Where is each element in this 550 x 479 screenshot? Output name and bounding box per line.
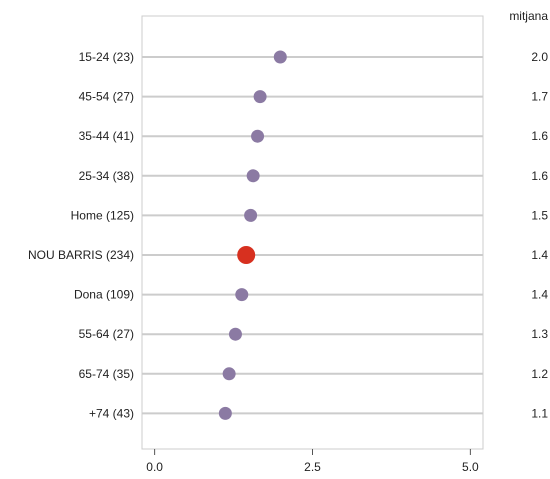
category-labels: 15-24 (23) 45-54 (27) 35-44 (41) 25-34 (38)… bbox=[28, 50, 134, 420]
data-points bbox=[219, 51, 287, 420]
x-axis-ticks: 0.0 2.5 5.0 bbox=[146, 449, 479, 474]
value-label: 1.1 bbox=[531, 406, 548, 420]
data-point bbox=[274, 51, 287, 64]
category-label: 25-34 (38) bbox=[79, 169, 134, 183]
category-label: Home (125) bbox=[71, 208, 134, 222]
value-column-header: mitjana bbox=[509, 9, 548, 23]
data-point bbox=[229, 328, 242, 341]
data-point bbox=[235, 288, 248, 301]
category-label: 45-54 (27) bbox=[79, 90, 134, 104]
value-label: 1.2 bbox=[531, 367, 548, 381]
category-label: 35-44 (41) bbox=[79, 129, 134, 143]
x-tick-label: 0.0 bbox=[146, 460, 163, 474]
value-label: 1.7 bbox=[531, 90, 548, 104]
category-label: +74 (43) bbox=[89, 406, 134, 420]
highlight-point bbox=[237, 246, 255, 264]
plot-frame bbox=[142, 16, 483, 449]
data-point bbox=[219, 407, 232, 420]
value-label: 1.4 bbox=[531, 288, 548, 302]
category-label: 15-24 (23) bbox=[79, 50, 134, 64]
value-label: 1.3 bbox=[531, 327, 548, 341]
category-label: NOU BARRIS (234) bbox=[28, 248, 134, 262]
x-tick-label: 2.5 bbox=[304, 460, 321, 474]
category-label: 55-64 (27) bbox=[79, 327, 134, 341]
value-label: 1.4 bbox=[531, 248, 548, 262]
data-point bbox=[247, 169, 260, 182]
grid-lines bbox=[142, 57, 483, 413]
value-label: 2.0 bbox=[531, 50, 548, 64]
data-point bbox=[244, 209, 257, 222]
data-point bbox=[223, 367, 236, 380]
value-label: 1.6 bbox=[531, 129, 548, 143]
value-label: 1.5 bbox=[531, 208, 548, 222]
x-tick-label: 5.0 bbox=[462, 460, 479, 474]
value-labels: 2.0 1.7 1.6 1.6 1.5 1.4 1.4 1.3 1.2 1.1 bbox=[531, 50, 548, 420]
data-point bbox=[251, 130, 264, 143]
category-label: 65-74 (35) bbox=[79, 367, 134, 381]
data-point bbox=[254, 90, 267, 103]
category-label: Dona (109) bbox=[74, 288, 134, 302]
value-label: 1.6 bbox=[531, 169, 548, 183]
